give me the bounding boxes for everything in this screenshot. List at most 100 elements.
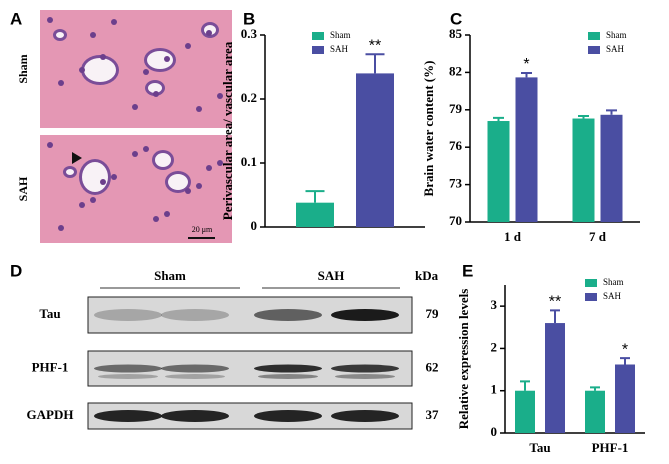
- error-bar: [365, 53, 385, 74]
- y-tick-label: 0: [491, 424, 498, 439]
- y-tick-label: 3: [491, 297, 498, 312]
- bar: [515, 390, 535, 433]
- nucleus: [164, 56, 170, 62]
- band: [331, 309, 399, 321]
- error-bar: [620, 357, 630, 365]
- nucleus: [132, 104, 138, 110]
- bar: [585, 390, 605, 433]
- significance-mark: **: [549, 294, 561, 311]
- y-axis-title: Perivascular area/ vascular area: [220, 41, 235, 220]
- error-bar: [520, 380, 530, 391]
- bar: [545, 323, 565, 433]
- nucleus: [90, 197, 96, 203]
- kda-header: kDa: [415, 268, 439, 283]
- band: [254, 364, 322, 373]
- bar: [600, 114, 623, 222]
- legend-label: SAH: [330, 44, 349, 54]
- panel-letter: B: [243, 9, 255, 28]
- panel-letter: D: [10, 261, 22, 280]
- error-bar: [305, 190, 325, 203]
- bar: [356, 73, 394, 228]
- y-axis-title: Brain water content (%): [421, 61, 436, 197]
- legend-swatch: [312, 32, 324, 40]
- significance-mark: *: [622, 341, 628, 358]
- nucleus: [47, 142, 53, 148]
- x-tick-label: PHF-1: [592, 440, 629, 455]
- nucleus: [47, 17, 53, 23]
- y-tick-label: 73: [449, 176, 463, 191]
- nucleus: [79, 67, 85, 73]
- x-tick-label: 7 d: [589, 229, 607, 244]
- y-tick-label: 2: [491, 339, 498, 354]
- nucleus: [196, 183, 202, 189]
- y-tick-label: 76: [449, 138, 463, 153]
- nucleus: [58, 225, 64, 231]
- panel-letter: C: [450, 9, 462, 28]
- kda-value: 37: [426, 407, 440, 422]
- error-bar: [550, 309, 560, 324]
- band: [331, 364, 399, 373]
- y-tick-label: 70: [449, 213, 462, 228]
- band: [161, 364, 229, 373]
- y-tick-label: 0: [251, 218, 258, 233]
- legend-swatch: [588, 32, 600, 40]
- lumen: [155, 153, 171, 167]
- error-bar: [578, 115, 589, 119]
- legend-swatch: [585, 279, 597, 287]
- nucleus: [143, 69, 149, 75]
- band: [161, 309, 229, 321]
- nucleus: [153, 91, 159, 97]
- legend-label: Sham: [603, 277, 624, 287]
- nucleus: [111, 174, 117, 180]
- bar: [487, 121, 510, 222]
- y-axis-title: Relative expression levels: [456, 289, 471, 430]
- lumen: [84, 58, 116, 82]
- nucleus: [143, 146, 149, 152]
- band: [258, 374, 318, 379]
- row-label: GAPDH: [27, 407, 74, 422]
- nucleus: [185, 43, 191, 49]
- band: [254, 410, 322, 422]
- nucleus: [58, 80, 64, 86]
- lumen: [148, 83, 162, 93]
- bar: [296, 202, 334, 227]
- significance-mark: **: [369, 37, 381, 54]
- band: [94, 309, 162, 321]
- legend-swatch: [312, 46, 324, 54]
- band: [94, 364, 162, 373]
- y-tick-label: 0.2: [241, 90, 257, 105]
- row-label: Tau: [39, 306, 60, 321]
- kda-value: 79: [426, 306, 440, 321]
- error-bar: [590, 386, 600, 391]
- band: [161, 410, 229, 422]
- y-tick-label: 1: [491, 382, 498, 397]
- scale-bar-label: 20 μm: [192, 225, 213, 234]
- error-bar: [493, 116, 504, 122]
- y-tick-label: 0.3: [241, 26, 258, 41]
- x-tick-label: Tau: [529, 440, 550, 455]
- legend-swatch: [588, 46, 600, 54]
- nucleus: [100, 54, 106, 60]
- legend-swatch: [585, 293, 597, 301]
- nucleus: [206, 30, 212, 36]
- lumen: [66, 169, 74, 175]
- legend-label: Sham: [606, 30, 627, 40]
- row-label: PHF-1: [32, 359, 69, 374]
- bar: [572, 118, 595, 222]
- significance-mark: *: [523, 56, 529, 73]
- band: [254, 309, 322, 321]
- nucleus: [196, 106, 202, 112]
- x-tick-label: 1 d: [504, 229, 522, 244]
- group-label: SAH: [318, 268, 345, 283]
- lumen: [168, 174, 188, 190]
- legend-label: SAH: [606, 44, 625, 54]
- nucleus: [164, 211, 170, 217]
- lumen: [147, 51, 173, 69]
- band: [94, 410, 162, 422]
- nucleus: [100, 179, 106, 185]
- legend-label: Sham: [330, 30, 351, 40]
- row-label: SAH: [16, 176, 30, 201]
- y-tick-label: 85: [449, 26, 463, 41]
- error-bar: [521, 72, 532, 78]
